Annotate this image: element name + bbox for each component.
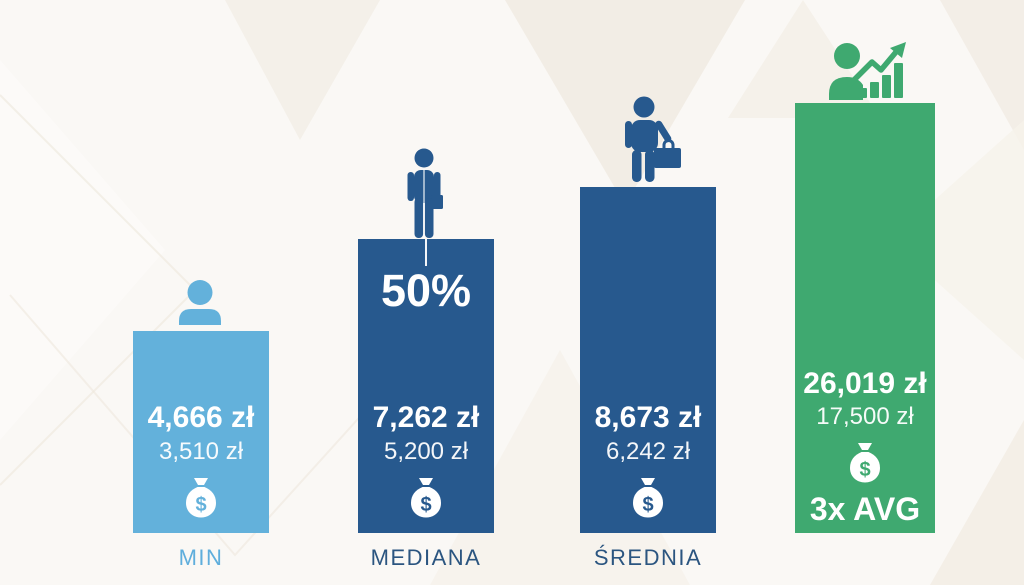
money-bag-icon: $ xyxy=(411,478,442,518)
businessman-briefcase-icon xyxy=(614,96,682,182)
axis-label-srednia: ŚREDNIA xyxy=(593,545,703,570)
median-percent-marker: 50% xyxy=(380,265,472,316)
businessman-icon xyxy=(405,148,443,238)
bar-mediana: 50% 7,262 zł 5,200 zł $ xyxy=(358,239,494,533)
person-growth-chart-icon xyxy=(822,42,912,100)
axis-label-mediana: MEDIANA xyxy=(370,545,482,570)
top-secondary-value: 17,500 zł xyxy=(816,403,914,430)
svg-text:$: $ xyxy=(420,494,431,516)
srednia-primary-value: 8,673 zł xyxy=(594,401,702,434)
svg-text:$: $ xyxy=(642,494,653,516)
axis-label-min: MIN xyxy=(178,545,224,570)
svg-text:$: $ xyxy=(859,459,870,481)
svg-text:$: $ xyxy=(195,494,206,516)
mediana-primary-value: 7,262 zł xyxy=(372,401,480,434)
min-primary-value: 4,666 zł xyxy=(147,401,255,434)
person-icon xyxy=(177,280,223,325)
bar-srednia: 8,673 zł 6,242 zł $ xyxy=(580,187,716,533)
money-bag-icon: $ xyxy=(850,443,881,483)
bar-min: 4,666 zł 3,510 zł $ xyxy=(133,331,269,533)
avg-multiplier-badge: 3x AVG xyxy=(809,491,921,527)
min-secondary-value: 3,510 zł xyxy=(158,438,244,465)
money-bag-icon: $ xyxy=(633,478,664,518)
srednia-secondary-value: 6,242 zł xyxy=(605,438,691,465)
bar-top-earners: 26,019 zł 17,500 zł $ 3x AVG xyxy=(795,103,935,533)
top-primary-value: 26,019 zł xyxy=(803,367,927,400)
mediana-secondary-value: 5,200 zł xyxy=(383,438,469,465)
money-bag-icon: $ xyxy=(186,478,217,518)
